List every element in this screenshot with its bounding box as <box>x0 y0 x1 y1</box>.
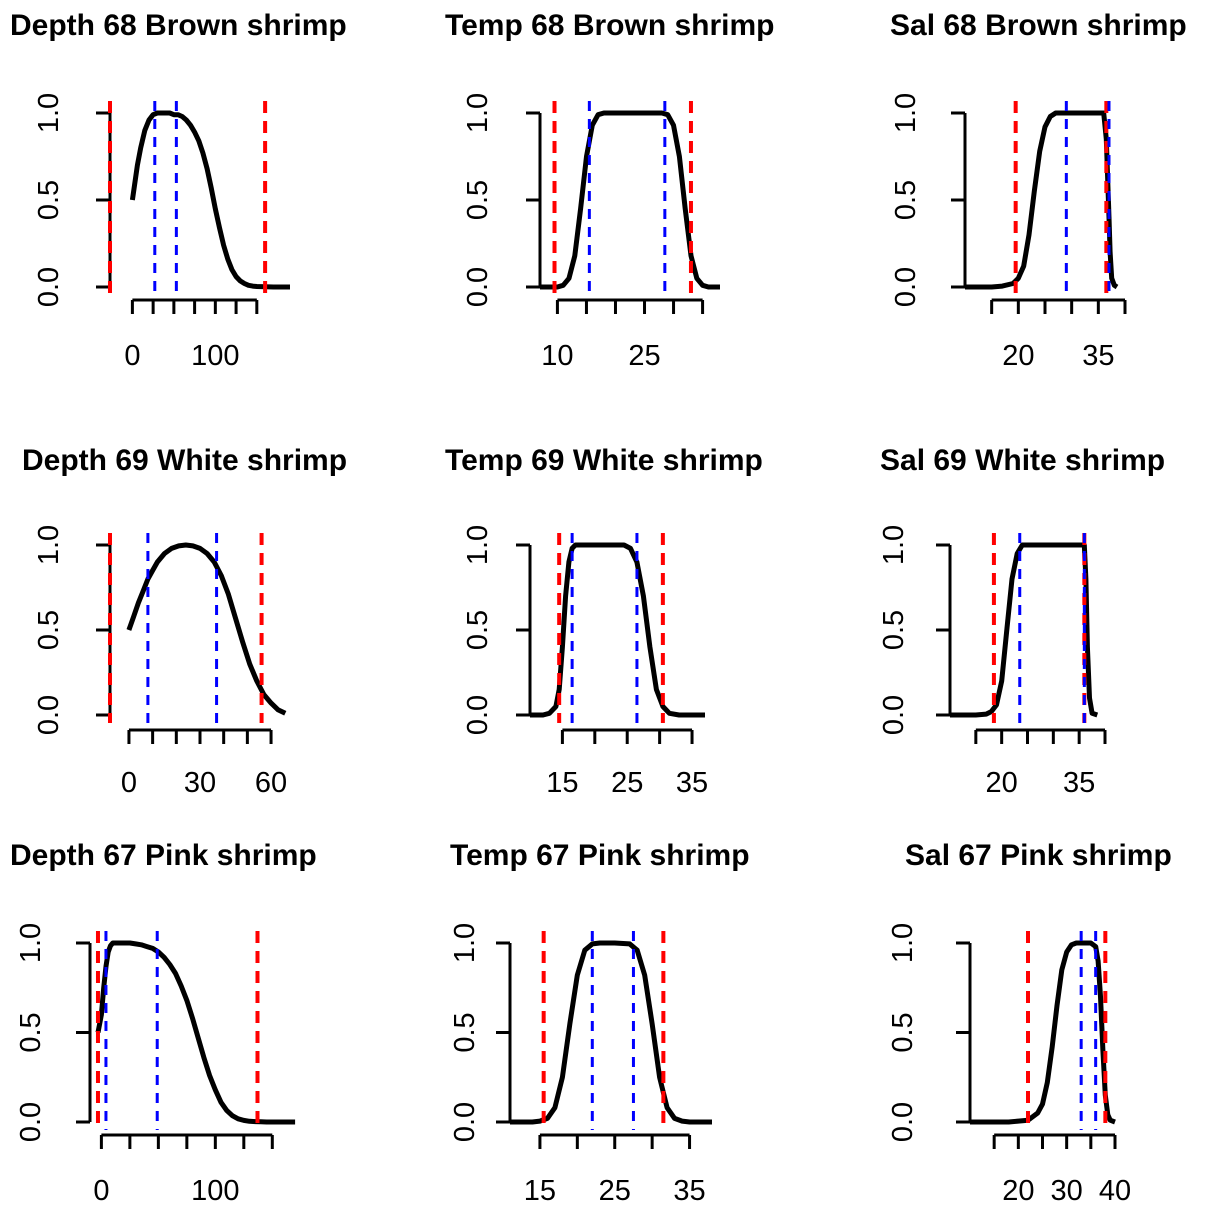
response-curve <box>540 110 720 290</box>
y-tick-label: 1.0 <box>878 525 910 565</box>
chart-panel-7: Depth 67 Pink shrimp 0.0 0.5 1.0 0 100 <box>10 839 317 1207</box>
x-tick-label: 35 <box>1082 340 1114 372</box>
y-tick-label: 0.0 <box>890 267 922 307</box>
response-curve <box>126 542 287 716</box>
panel-title: Sal 67 Pink shrimp <box>905 839 1172 872</box>
x-tick-label: 35 <box>673 1175 705 1207</box>
response-curve <box>510 940 712 1125</box>
x-tick-label: 20 <box>1002 340 1034 372</box>
x-tick-label: 25 <box>611 767 643 799</box>
x-tick-label: 0 <box>121 767 137 799</box>
panel-title: Temp 68 Brown shrimp <box>445 9 775 42</box>
x-tick-label: 25 <box>628 340 660 372</box>
response-curve <box>950 542 1099 718</box>
y-tick-label: 0.0 <box>449 1102 481 1142</box>
y-tick-label: 0.0 <box>33 267 65 307</box>
chart-panel-1: Depth 68 Brown shrimp 0.0 0.5 1.0 0 100 <box>10 9 347 372</box>
x-tick-label: 0 <box>124 340 140 372</box>
response-curve <box>129 110 290 290</box>
x-tick-label: 10 <box>541 340 573 372</box>
y-tick-label: 1.0 <box>33 93 65 133</box>
y-tick-label: 1.0 <box>462 525 494 565</box>
chart-panel-8: Temp 67 Pink shrimp 0.0 0.5 1.0 15 25 35 <box>449 839 750 1207</box>
x-tick-label: 15 <box>524 1175 556 1207</box>
y-tick-label: 0.0 <box>887 1102 919 1142</box>
y-tick-label: 0.5 <box>462 610 494 650</box>
panel-title: Depth 69 White shrimp <box>22 444 347 477</box>
response-curve <box>530 542 705 718</box>
panel-title: Sal 68 Brown shrimp <box>890 9 1187 42</box>
chart-panel-5: Temp 69 White shrimp 0.0 0.5 1.0 15 25 35 <box>445 444 763 799</box>
response-curve <box>95 940 296 1125</box>
y-tick-label: 0.5 <box>462 180 494 220</box>
y-tick-label: 1.0 <box>887 923 919 963</box>
x-tick-label: 0 <box>93 1175 109 1207</box>
x-tick-label: 25 <box>599 1175 631 1207</box>
panel-title: Temp 67 Pink shrimp <box>450 839 750 872</box>
chart-panel-6: Sal 69 White shrimp 0.0 0.5 1.0 20 35 <box>878 444 1165 799</box>
y-tick-label: 1.0 <box>15 923 47 963</box>
response-curve <box>965 110 1119 290</box>
y-tick-label: 0.5 <box>449 1012 481 1052</box>
x-tick-label: 15 <box>546 767 578 799</box>
response-curve <box>970 940 1116 1125</box>
y-tick-label: 0.5 <box>887 1012 919 1052</box>
y-tick-label: 0.5 <box>33 610 65 650</box>
y-tick-label: 0.0 <box>462 695 494 735</box>
x-tick-label: 40 <box>1099 1175 1131 1207</box>
chart-panel-3: Sal 68 Brown shrimp 0.0 0.5 1.0 20 35 <box>890 9 1187 372</box>
x-tick-label: 20 <box>1002 1175 1034 1207</box>
y-tick-label: 1.0 <box>462 93 494 133</box>
x-tick-label: 30 <box>184 767 216 799</box>
y-tick-label: 0.5 <box>878 610 910 650</box>
x-tick-label: 100 <box>191 340 239 372</box>
y-tick-label: 1.0 <box>449 923 481 963</box>
y-tick-label: 0.5 <box>33 180 65 220</box>
chart-panel-4: Depth 69 White shrimp 0.0 0.5 1.0 0 30 60 <box>22 444 347 799</box>
y-tick-label: 0.5 <box>890 180 922 220</box>
x-tick-label: 100 <box>191 1175 239 1207</box>
y-tick-label: 0.0 <box>33 695 65 735</box>
y-tick-label: 0.0 <box>462 267 494 307</box>
panel-title: Sal 69 White shrimp <box>880 444 1165 477</box>
y-tick-label: 1.0 <box>890 93 922 133</box>
x-tick-label: 60 <box>255 767 287 799</box>
x-tick-label: 30 <box>1051 1175 1083 1207</box>
y-tick-label: 0.5 <box>15 1012 47 1052</box>
panel-title: Depth 67 Pink shrimp <box>10 839 317 872</box>
y-tick-label: 1.0 <box>33 525 65 565</box>
x-tick-label: 35 <box>1063 767 1095 799</box>
y-tick-label: 0.0 <box>878 695 910 735</box>
chart-panel-2: Temp 68 Brown shrimp 0.0 0.5 1.0 10 25 <box>445 9 775 372</box>
x-tick-label: 20 <box>986 767 1018 799</box>
chart-panel-9: Sal 67 Pink shrimp 0.0 0.5 1.0 20 30 40 <box>887 839 1172 1207</box>
x-tick-label: 35 <box>676 767 708 799</box>
panel-title: Temp 69 White shrimp <box>445 444 763 477</box>
panel-title: Depth 68 Brown shrimp <box>10 9 347 42</box>
y-tick-label: 0.0 <box>15 1102 47 1142</box>
